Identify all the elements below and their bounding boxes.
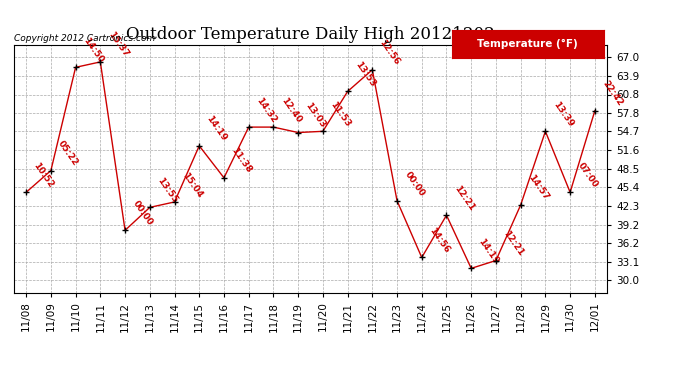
Text: 10:52: 10:52 — [32, 161, 55, 189]
Text: 14:19: 14:19 — [205, 114, 228, 143]
Text: 00:00: 00:00 — [402, 170, 426, 198]
Text: 00:00: 00:00 — [130, 200, 154, 228]
Text: 11:38: 11:38 — [230, 146, 253, 175]
Title: Outdoor Temperature Daily High 20121202: Outdoor Temperature Daily High 20121202 — [126, 27, 495, 44]
Text: 14:56: 14:56 — [427, 226, 451, 255]
Text: 13:03: 13:03 — [304, 101, 328, 130]
Text: 22:42: 22:42 — [600, 79, 624, 108]
Text: 07:00: 07:00 — [575, 161, 600, 189]
Text: 13:53: 13:53 — [353, 60, 377, 89]
Text: 14:50: 14:50 — [81, 36, 105, 64]
Text: 12:21: 12:21 — [452, 184, 476, 213]
Text: 11:53: 11:53 — [328, 100, 352, 129]
Text: 12:56: 12:56 — [378, 38, 402, 67]
Text: Copyright 2012 Cartronics.com: Copyright 2012 Cartronics.com — [14, 34, 155, 43]
Text: 14:19: 14:19 — [477, 237, 501, 266]
Text: 12:40: 12:40 — [279, 96, 303, 124]
Text: 14:57: 14:57 — [526, 173, 550, 202]
Text: 15:04: 15:04 — [180, 171, 204, 199]
Text: Temperature (°F): Temperature (°F) — [477, 39, 578, 49]
Text: 12:21: 12:21 — [502, 229, 525, 258]
Text: 14:32: 14:32 — [254, 96, 278, 124]
Text: 13:55: 13:55 — [155, 176, 179, 205]
Text: 15:37: 15:37 — [106, 30, 130, 59]
Text: 13:39: 13:39 — [551, 100, 575, 129]
Text: 05:22: 05:22 — [57, 139, 80, 168]
